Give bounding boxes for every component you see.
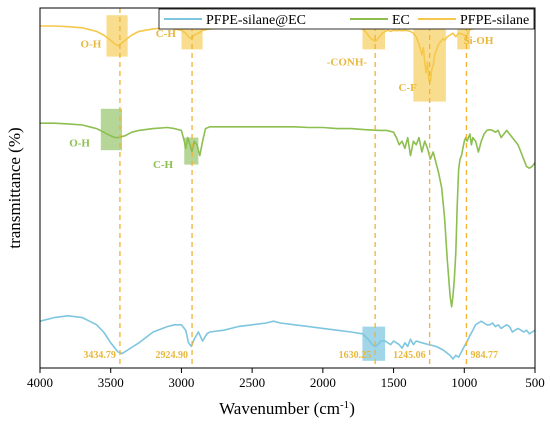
annotation-0: O-H	[81, 39, 102, 51]
x-tick-label-7: 500	[525, 375, 545, 390]
x-tick-label-6: 1000	[451, 375, 477, 390]
legend-box	[158, 8, 535, 30]
annotation-3: C-F	[399, 82, 418, 94]
x-tick-label-3: 2500	[239, 375, 265, 390]
x-axis-ticks: 4000 3500 3000 2500 2000 1500 1000 500	[27, 368, 545, 390]
reference-label-2: 1630.25	[339, 350, 372, 361]
peak-annotations: O-H C-H -CONH- C-F Si-OH O-H C-H	[69, 28, 494, 171]
reference-label-4: 984.77	[470, 350, 498, 361]
x-tick-label-1: 3500	[98, 375, 124, 390]
reference-lines: 3434.79 2924.90 1630.25 1245.06 984.77	[83, 8, 498, 368]
x-tick-label-4: 2000	[310, 375, 336, 390]
x-tick-label-5: 1500	[381, 375, 407, 390]
series-line-1	[40, 122, 536, 308]
highlight-box-7	[362, 326, 386, 361]
annotation-1: C-H	[156, 28, 177, 40]
y-axis-label: transmittance (%)	[5, 127, 24, 248]
annotation-2: -CONH-	[327, 57, 368, 69]
legend-label-0: PFPE-silane@EC	[206, 13, 306, 28]
legend-label-1: EC	[392, 13, 410, 28]
highlight-box-0	[106, 15, 128, 57]
annotation-6: C-H	[153, 159, 174, 171]
reference-label-3: 1245.06	[393, 350, 426, 361]
x-tick-label-2: 3000	[168, 375, 194, 390]
x-tick-label-0: 4000	[27, 375, 53, 390]
highlight-boxes	[100, 8, 470, 361]
legend-label-2: PFPE-silane	[460, 13, 529, 28]
legend: PFPE-silane@EC EC PFPE-silane	[158, 8, 535, 30]
annotation-5: O-H	[69, 138, 90, 150]
reference-label-1: 2924.90	[156, 350, 189, 361]
series-line-0	[39, 315, 536, 360]
spectrum-lines	[39, 25, 536, 360]
x-axis-label: Wavenumber (cm-1)	[219, 399, 355, 418]
highlight-box-5	[100, 108, 123, 151]
reference-label-0: 3434.79	[83, 350, 116, 361]
annotation-4: Si-OH	[463, 35, 493, 47]
plot-frame	[39, 7, 536, 369]
